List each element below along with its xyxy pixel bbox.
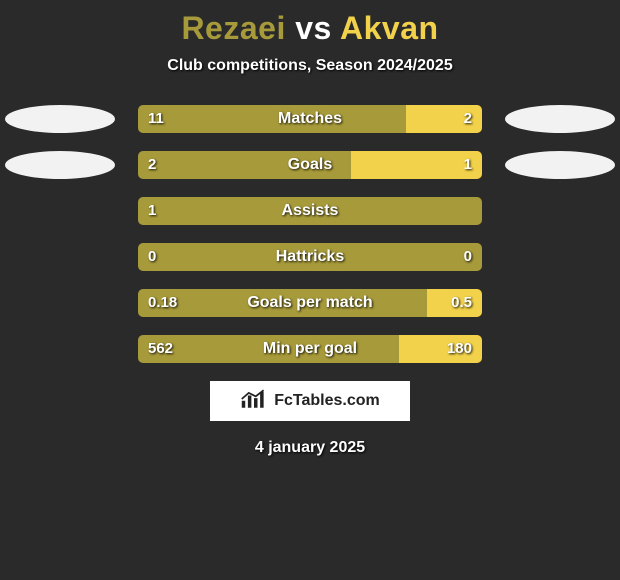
right-value: 0	[454, 243, 482, 271]
player2-oval	[505, 105, 615, 133]
stat-row: 112Matches	[0, 105, 620, 133]
stat-row: 21Goals	[0, 151, 620, 179]
stat-row: 562180Min per goal	[0, 335, 620, 363]
stat-bar: 21Goals	[138, 151, 482, 179]
date-label: 4 january 2025	[0, 439, 620, 457]
stat-bar: 0.180.5Goals per match	[138, 289, 482, 317]
player1-oval	[5, 151, 115, 179]
comparison-title: Rezaei vs Akvan	[0, 0, 620, 47]
stat-row: 0.180.5Goals per match	[0, 289, 620, 317]
stat-bar: 112Matches	[138, 105, 482, 133]
player2-oval	[505, 151, 615, 179]
comparison-bars: 112Matches21Goals1Assists00Hattricks0.18…	[0, 105, 620, 363]
vs-label: vs	[295, 10, 332, 46]
chart-icon	[240, 388, 268, 415]
stat-row: 1Assists	[0, 197, 620, 225]
left-segment	[138, 197, 482, 225]
branding-badge: FcTables.com	[210, 381, 410, 421]
left-value: 0	[138, 243, 166, 271]
right-value: 1	[454, 151, 482, 179]
left-segment	[138, 151, 351, 179]
left-segment	[138, 105, 406, 133]
left-value: 0.18	[138, 289, 187, 317]
stat-bar: 00Hattricks	[138, 243, 482, 271]
player1-oval	[5, 105, 115, 133]
left-value: 562	[138, 335, 183, 363]
left-segment	[138, 243, 482, 271]
left-value: 2	[138, 151, 166, 179]
left-value: 11	[138, 105, 174, 133]
branding-text: FcTables.com	[274, 392, 380, 410]
stat-bar: 1Assists	[138, 197, 482, 225]
stat-bar: 562180Min per goal	[138, 335, 482, 363]
player1-name: Rezaei	[181, 10, 285, 46]
left-value: 1	[138, 197, 166, 225]
player2-name: Akvan	[340, 10, 439, 46]
right-value: 180	[437, 335, 482, 363]
right-value: 2	[454, 105, 482, 133]
subtitle: Club competitions, Season 2024/2025	[0, 57, 620, 75]
right-value: 0.5	[441, 289, 482, 317]
stat-row: 00Hattricks	[0, 243, 620, 271]
